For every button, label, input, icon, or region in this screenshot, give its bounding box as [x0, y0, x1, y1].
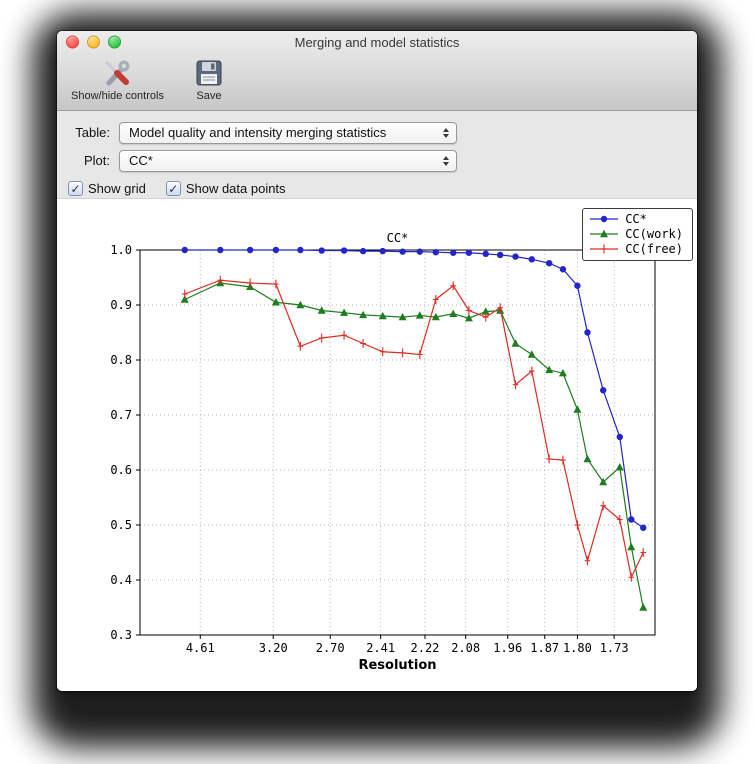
legend-marker-icon: [590, 229, 619, 238]
svg-text:1.0: 1.0: [110, 243, 132, 257]
svg-text:0.9: 0.9: [110, 298, 132, 312]
save-icon: [196, 56, 222, 90]
svg-text:Resolution: Resolution: [358, 658, 436, 673]
legend-entry-label: CC*: [625, 212, 647, 226]
dropdown-arrows-icon: [443, 127, 449, 138]
svg-text:1.73: 1.73: [600, 641, 629, 655]
legend-entry: CC(work): [589, 227, 683, 241]
svg-text:1.96: 1.96: [493, 641, 522, 655]
svg-text:3.20: 3.20: [259, 641, 288, 655]
svg-text:1.80: 1.80: [563, 641, 592, 655]
show-hide-controls-button[interactable]: Show/hide controls: [71, 56, 164, 102]
chart-area: 4.61 3.20 2.70 2.41 2.22 2.08 1.96 1.87 1.80 1.73…: [57, 199, 697, 691]
table-label: Table:: [75, 125, 110, 140]
chart-svg: 4.61 3.20 2.70 2.41 2.22 2.08 1.96 1.87 1.80 1.73…: [110, 231, 656, 673]
show-grid-checkbox[interactable]: ✓ Show grid: [68, 181, 146, 196]
svg-text:0.8: 0.8: [110, 353, 132, 367]
title-bar[interactable]: Merging and model statistics: [57, 31, 697, 53]
plot-dropdown-value: CC*: [129, 153, 153, 168]
legend-entry: CC(free): [589, 242, 683, 256]
svg-text:4.61: 4.61: [186, 641, 215, 655]
show-grid-label: Show grid: [88, 181, 146, 196]
svg-text:0.4: 0.4: [110, 573, 132, 587]
table-dropdown-value: Model quality and intensity merging stat…: [129, 125, 387, 140]
svg-text:2.70: 2.70: [316, 641, 345, 655]
legend-entry-label: CC(work): [625, 227, 683, 241]
close-button[interactable]: [66, 35, 79, 49]
show-data-points-label: Show data points: [185, 181, 286, 196]
app-window: Merging and model statistics Show/: [57, 31, 697, 691]
save-button[interactable]: Save: [182, 56, 236, 102]
window-chrome: Merging and model statistics Show/: [57, 31, 697, 111]
svg-text:2.41: 2.41: [366, 641, 395, 655]
legend-marker-icon: [590, 244, 619, 254]
table-dropdown[interactable]: Model quality and intensity merging stat…: [119, 121, 457, 144]
checkmark-icon: ✓: [68, 181, 83, 196]
show-data-points-checkbox[interactable]: ✓ Show data points: [165, 181, 286, 196]
toolbar: Show/hide controls Save: [57, 53, 697, 110]
svg-text:2.08: 2.08: [451, 641, 480, 655]
chart-legend: CC* CC(work) CC(free): [582, 208, 693, 261]
zoom-button[interactable]: [108, 35, 121, 49]
legend-entry-label: CC(free): [625, 242, 683, 256]
minimize-button[interactable]: [87, 35, 100, 49]
tools-icon: [100, 56, 134, 90]
dropdown-arrows-icon: [443, 155, 449, 166]
toolbar-button-label: Show/hide controls: [71, 90, 164, 102]
svg-text:0.6: 0.6: [110, 463, 132, 477]
plot-dropdown[interactable]: CC*: [119, 149, 457, 172]
legend-marker-icon: [590, 215, 619, 223]
svg-text:0.7: 0.7: [110, 408, 132, 422]
traffic-lights: [66, 35, 121, 49]
svg-text:0.5: 0.5: [110, 518, 132, 532]
controls-panel: Table: Model quality and intensity mergi…: [57, 111, 697, 199]
checkmark-icon: ✓: [165, 181, 181, 196]
svg-text:CC*: CC*: [387, 231, 409, 245]
legend-entry: CC*: [589, 212, 683, 226]
svg-text:1.87: 1.87: [530, 641, 559, 655]
plot-label: Plot:: [83, 153, 110, 168]
svg-text:0.3: 0.3: [110, 628, 132, 642]
window-title: Merging and model statistics: [294, 34, 460, 50]
toolbar-button-label: Save: [196, 90, 222, 102]
svg-text:2.22: 2.22: [411, 641, 440, 655]
